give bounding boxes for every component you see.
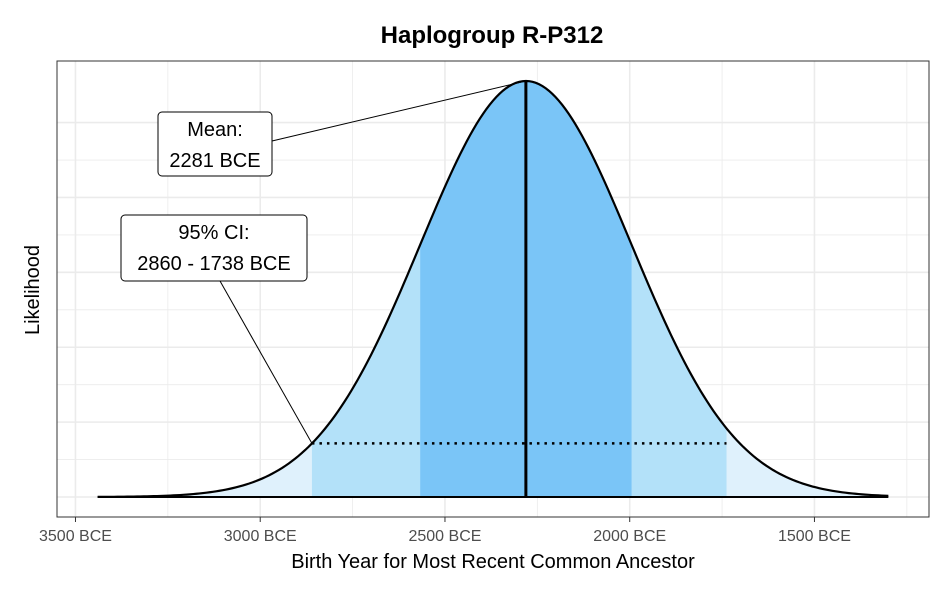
annotation-box-ci: [120, 214, 308, 282]
annotation-text-ci: 95% CI:: [178, 222, 249, 244]
annotation-text-ci: 2860 - 1738 BCE: [137, 253, 290, 275]
plot-border: [56, 60, 930, 518]
chart-title: Haplogroup R-P312: [381, 22, 604, 49]
annotation-text-mean: 2281 BCE: [169, 150, 260, 172]
annotation-box-mean: [157, 111, 273, 177]
annotation-leader-mean: [271, 80, 526, 142]
area-bands: [97, 81, 889, 497]
x-tick-label: 1500 BCE: [778, 528, 851, 545]
x-tick-label: 3500 BCE: [39, 528, 112, 545]
annotation-leader-ci: [219, 280, 313, 444]
x-axis-ticks: 3500 BCE 3000 BCE 2500 BCE 2000 BCE 1500 BCE: [39, 517, 851, 545]
annotations: Mean: 2281 BCE 95% CI: 2860 - 1738 BCE: [120, 80, 526, 444]
x-tick-label: 2500 BCE: [408, 528, 481, 545]
x-tick-label: 2000 BCE: [593, 528, 666, 545]
y-axis-title: Likelihood: [22, 245, 44, 335]
x-tick-label: 3000 BCE: [224, 528, 297, 545]
density-curve: [97, 79, 889, 498]
x-axis-title: Birth Year for Most Recent Common Ancest…: [291, 551, 695, 573]
chart-lines: [97, 79, 889, 498]
annotation-text-mean: Mean:: [187, 119, 243, 141]
